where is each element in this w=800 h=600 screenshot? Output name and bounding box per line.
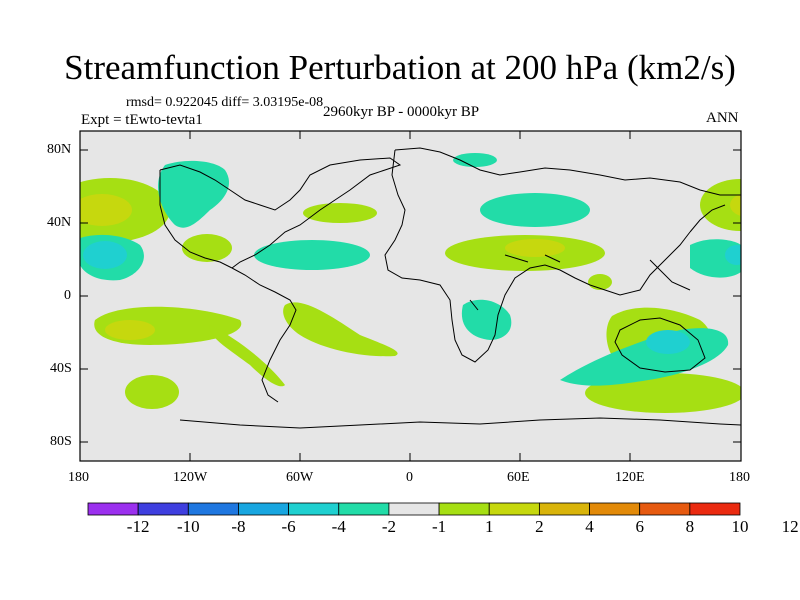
- lon-label-120w: 120W: [173, 470, 208, 485]
- colorbar-label: 8: [685, 517, 695, 536]
- colorbar-swatch: [288, 502, 340, 516]
- colorbar-label: 12: [781, 517, 799, 536]
- colorbar-label: -4: [331, 517, 346, 536]
- colorbar-label: -1: [431, 517, 447, 536]
- lon-label-180w: 180: [68, 470, 89, 485]
- colorbar-label: -6: [281, 517, 296, 536]
- lon-label-60e: 60E: [507, 470, 530, 485]
- coastlines: [159, 147, 741, 429]
- stats-label: rmsd= 0.922045 diff= 3.03195e-08: [126, 95, 324, 110]
- colorbar-swatch: [438, 502, 490, 516]
- colorbar-label: 4: [585, 517, 594, 536]
- colorbar-label: 1: [484, 517, 494, 536]
- colorbar-swatch: [388, 502, 440, 516]
- colorbar-swatch: [87, 502, 139, 516]
- lon-label-120e: 120E: [615, 470, 645, 485]
- experiment-label: Expt = tEwto-tevta1: [81, 112, 203, 128]
- colorbar-swatch: [187, 502, 239, 516]
- lat-label-0: 0: [64, 288, 71, 303]
- colorbar-swatch: [238, 502, 290, 516]
- lon-label-180e: 180: [729, 470, 750, 485]
- lon-label-60w: 60W: [286, 470, 314, 485]
- lat-label-40n: 40N: [47, 215, 72, 230]
- colorbar: [87, 502, 741, 516]
- colorbar-swatch: [689, 502, 741, 516]
- colorbar-label: -12: [126, 517, 150, 536]
- colorbar-label: -8: [231, 517, 246, 536]
- colorbar-label: 6: [635, 517, 644, 536]
- colorbar-label: -10: [176, 517, 200, 536]
- colorbar-swatch: [137, 502, 189, 516]
- colorbar-swatch: [488, 502, 540, 516]
- colorbar-label: -2: [381, 517, 397, 536]
- lon-label-0: 0: [406, 470, 413, 485]
- colorbar-swatch: [538, 502, 590, 516]
- chart-title: Streamfunction Perturbation at 200 hPa (…: [64, 48, 736, 87]
- colorbar-swatch: [338, 502, 390, 516]
- colorbar-label: 2: [535, 517, 544, 536]
- colorbar-swatch: [589, 502, 641, 516]
- period-label: 2960kyr BP - 0000kyr BP: [323, 104, 480, 120]
- lat-label-80n: 80N: [47, 142, 72, 157]
- lat-label-80s: 80S: [50, 434, 72, 449]
- axis-ticks: [80, 131, 741, 461]
- colorbar-swatch: [639, 502, 691, 516]
- lat-label-40s: 40S: [50, 361, 72, 376]
- colorbar-label: 10: [731, 517, 749, 536]
- season-label: ANN: [706, 110, 739, 126]
